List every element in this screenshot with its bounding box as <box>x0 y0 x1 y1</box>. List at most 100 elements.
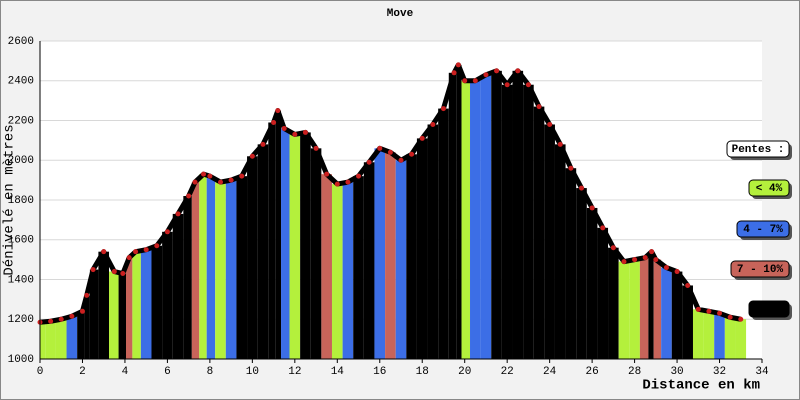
bar <box>735 319 747 359</box>
point <box>207 173 213 179</box>
bar <box>268 122 276 359</box>
point <box>674 269 680 275</box>
bar <box>206 176 216 359</box>
point <box>356 173 362 179</box>
point <box>717 310 723 316</box>
point <box>451 70 457 76</box>
bar <box>151 245 163 359</box>
y-tick-label: 2600 <box>8 36 34 48</box>
bar <box>310 148 322 359</box>
bar <box>353 176 364 359</box>
point <box>568 165 574 171</box>
bar <box>374 148 386 359</box>
point <box>143 247 149 253</box>
x-tick-label: 10 <box>246 366 259 378</box>
point <box>90 267 96 273</box>
x-tick-label: 4 <box>122 366 129 378</box>
bar <box>172 213 184 359</box>
point <box>249 153 255 159</box>
bar <box>363 162 375 359</box>
point <box>186 193 192 199</box>
point <box>738 316 744 322</box>
x-tick-label: 18 <box>416 366 429 378</box>
bar <box>236 176 248 359</box>
bar <box>118 273 127 359</box>
y-axis-label: Dénivelé en mètres <box>2 124 18 275</box>
bar <box>77 311 85 359</box>
legend-item-label: > 10% <box>752 304 785 316</box>
point <box>398 157 404 163</box>
y-tick-label: 2000 <box>8 155 34 167</box>
point <box>324 171 330 177</box>
bar <box>140 249 152 359</box>
bar <box>300 132 311 359</box>
y-tick-label: 1600 <box>8 235 34 247</box>
bar <box>456 64 462 359</box>
point <box>111 269 117 275</box>
bar <box>215 182 226 359</box>
bar <box>629 259 640 359</box>
bar <box>692 309 704 359</box>
point <box>387 149 393 155</box>
bar <box>714 313 725 359</box>
bar <box>576 188 587 359</box>
bar <box>257 144 269 359</box>
x-tick-label: 0 <box>37 366 44 378</box>
point <box>228 177 234 183</box>
y-tick-label: 1400 <box>8 274 34 286</box>
point <box>201 171 207 177</box>
bar <box>406 154 417 359</box>
bar <box>608 247 619 359</box>
bar <box>45 321 56 359</box>
bar <box>448 72 457 360</box>
bar <box>427 124 439 359</box>
point <box>69 313 75 319</box>
bar <box>618 261 630 359</box>
x-tick-label: 20 <box>458 366 471 378</box>
point <box>579 185 584 191</box>
bar <box>275 110 282 359</box>
point <box>334 181 340 187</box>
x-axis-label: Distance en km <box>642 378 760 394</box>
point <box>58 316 64 322</box>
y-tick-label: 1000 <box>8 354 34 366</box>
point <box>79 308 85 314</box>
point <box>600 225 606 231</box>
bar <box>126 257 133 359</box>
bar <box>321 174 332 359</box>
legend-title <box>726 140 790 158</box>
point <box>653 257 659 263</box>
bar <box>648 251 654 359</box>
point <box>642 255 648 261</box>
x-tick-label: 12 <box>288 366 301 378</box>
bar <box>331 184 343 359</box>
bar <box>395 160 407 359</box>
bar <box>281 128 290 359</box>
x-tick-label: 14 <box>331 366 345 378</box>
bar <box>289 134 301 359</box>
point <box>175 211 181 217</box>
point <box>663 265 669 271</box>
bar <box>461 80 471 359</box>
point <box>260 141 266 147</box>
bar <box>544 124 555 359</box>
point <box>292 131 298 137</box>
bar <box>132 251 141 359</box>
bar <box>501 84 513 359</box>
y-tick-label: 2200 <box>8 115 34 127</box>
bar <box>98 251 110 359</box>
point <box>440 106 446 112</box>
point <box>547 121 553 127</box>
bar <box>416 138 428 359</box>
bar <box>724 317 736 359</box>
point <box>271 119 277 125</box>
x-tick-label: 30 <box>670 366 683 378</box>
point <box>610 245 616 251</box>
x-tick-label: 26 <box>586 366 599 378</box>
bar <box>66 316 78 359</box>
bar <box>565 168 577 359</box>
point <box>649 249 655 255</box>
point <box>192 179 198 185</box>
bar <box>162 231 173 359</box>
point <box>120 271 126 277</box>
